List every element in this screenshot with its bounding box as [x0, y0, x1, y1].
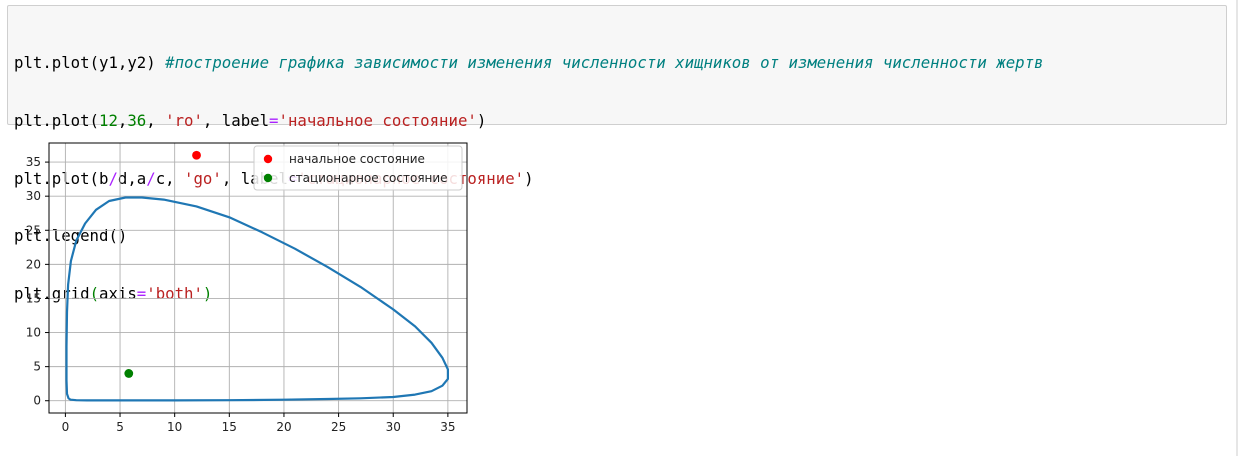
- x-tick-label: 10: [167, 420, 182, 434]
- code-line-2: plt.plot(12,36, 'ro', label='начальное с…: [14, 111, 1043, 130]
- code-bracket: ): [202, 283, 213, 303]
- code-operator: =: [136, 283, 147, 303]
- x-tick-label: 35: [440, 420, 455, 434]
- code-token: d,a: [117, 168, 147, 188]
- point-steady-state: [124, 369, 134, 378]
- x-tick-label: 5: [116, 420, 124, 434]
- code-string: 'ro': [165, 111, 203, 130]
- code-token: , label: [202, 111, 270, 130]
- code-token: ,: [146, 111, 166, 130]
- scrollbar-edge: [1236, 0, 1238, 456]
- code-comment: #построение графика зависимости изменени…: [165, 53, 1044, 73]
- code-editor[interactable]: plt.plot(y1,y2) #построение графика зави…: [14, 15, 1043, 341]
- legend-marker-initial: [263, 154, 273, 164]
- code-token: plt.legend(): [14, 226, 128, 246]
- plot-frame: [48, 142, 468, 414]
- code-operator: =: [269, 111, 279, 130]
- code-token: c,: [155, 168, 185, 188]
- code-string: 'начальное состояние': [278, 111, 477, 130]
- code-operator: /: [146, 168, 156, 188]
- code-token: ): [476, 111, 487, 130]
- y-tick-label: 10: [26, 326, 41, 340]
- code-token: (y1,y2): [89, 53, 166, 73]
- legend: начальное состояние стационарное состоян…: [253, 145, 463, 191]
- code-number: 12: [99, 111, 118, 130]
- axis-ticks: 0 5 10 15 20 25 30 35 0 5 10 15 20 25 30 35: [26, 155, 456, 434]
- code-number: 36: [127, 111, 147, 130]
- x-tick-label: 30: [386, 420, 401, 434]
- code-line-4: plt.legend(): [14, 226, 1043, 245]
- y-tick-label: 30: [26, 189, 41, 203]
- code-token: plt.plot: [14, 53, 90, 73]
- legend-label-steady: стационарное состояние: [289, 171, 448, 185]
- y-tick-label: 0: [33, 394, 41, 408]
- y-tick-label: 35: [26, 155, 41, 169]
- x-tick-label: 20: [276, 420, 291, 434]
- code-string: 'go': [184, 168, 222, 188]
- x-tick-label: 0: [62, 420, 70, 434]
- code-token: ,: [117, 111, 128, 130]
- code-token: ): [524, 168, 534, 188]
- code-bracket: (: [89, 283, 100, 303]
- y-tick-label: 25: [26, 223, 41, 237]
- series-line-predator-prey: [65, 196, 449, 402]
- code-token: plt.plot(: [14, 111, 100, 130]
- code-cell[interactable]: plt.plot(y1,y2) #построение графика зави…: [7, 5, 1227, 303]
- y-tick-label: 20: [26, 257, 41, 271]
- code-line-1: plt.plot(y1,y2) #построение графика зави…: [14, 53, 1043, 72]
- point-initial-state: [192, 150, 201, 160]
- legend-label-initial: начальное состояние: [289, 152, 425, 166]
- legend-box: [253, 145, 463, 191]
- legend-marker-steady: [263, 173, 273, 183]
- x-tick-label: 25: [331, 420, 346, 434]
- x-tick-label: 15: [222, 420, 237, 434]
- code-token: plt.plot(b: [14, 168, 109, 188]
- code-operator: /: [108, 168, 118, 188]
- y-tick-label: 5: [33, 360, 41, 374]
- y-tick-label: 15: [26, 291, 41, 305]
